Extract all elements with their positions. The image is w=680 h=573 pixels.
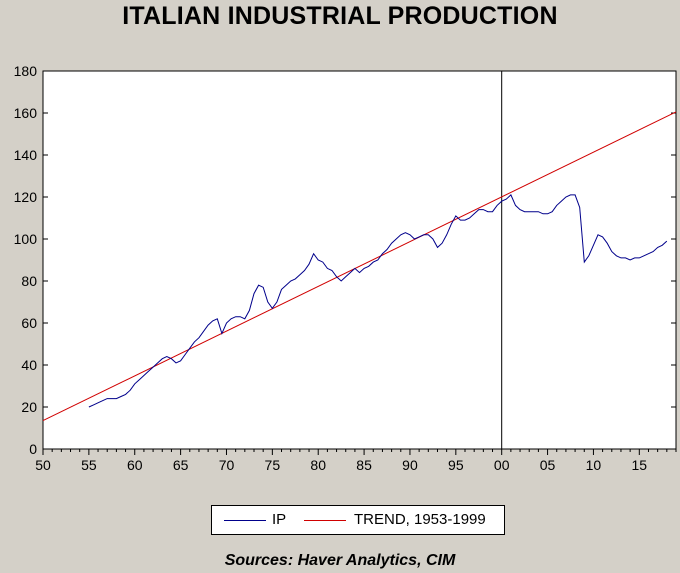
series-line-ip bbox=[88, 194, 668, 408]
x-tick-label: 00 bbox=[494, 457, 510, 473]
x-tick-label: 10 bbox=[586, 457, 602, 473]
y-tick-label: 120 bbox=[14, 189, 38, 205]
source-note: Sources: Haver Analytics, CIM bbox=[224, 552, 456, 569]
x-tick-label: 75 bbox=[265, 457, 281, 473]
legend-label-ip: IP bbox=[272, 511, 287, 528]
y-tick-label: 140 bbox=[14, 147, 38, 163]
series-line-trend bbox=[42, 111, 677, 422]
y-tick-label: 180 bbox=[14, 63, 38, 79]
x-tick-label: 50 bbox=[35, 457, 51, 473]
x-tick-label: 55 bbox=[81, 457, 97, 473]
x-tick-label: 70 bbox=[219, 457, 235, 473]
y-tick-label: 20 bbox=[21, 399, 37, 415]
y-tick-label: 160 bbox=[14, 105, 38, 121]
x-tick-label: 60 bbox=[127, 457, 143, 473]
y-tick-label: 0 bbox=[29, 441, 37, 457]
y-tick-label: 80 bbox=[21, 273, 37, 289]
x-tick-label: 90 bbox=[402, 457, 418, 473]
plot-area bbox=[42, 70, 677, 450]
x-tick-label: 65 bbox=[173, 457, 189, 473]
x-tick-label: 95 bbox=[448, 457, 464, 473]
chart-title: ITALIAN INDUSTRIAL PRODUCTION bbox=[122, 2, 558, 30]
legend: IP TREND, 1953-1999 bbox=[211, 505, 505, 535]
y-tick-label: 60 bbox=[21, 315, 37, 331]
x-tick-label: 85 bbox=[356, 457, 372, 473]
x-tick-label: 15 bbox=[632, 457, 648, 473]
line-chart: 0 20 40 60 80 100 120 140 160 180 50 55 60 65 70 75 80 85… bbox=[14, 63, 677, 473]
axis-ticks bbox=[42, 70, 677, 455]
legend-label-trend: TREND, 1953-1999 bbox=[354, 511, 486, 528]
legend-swatch-ip bbox=[224, 520, 266, 521]
y-tick-label: 100 bbox=[14, 231, 38, 247]
x-tick-label: 05 bbox=[540, 457, 556, 473]
x-tick-label: 80 bbox=[310, 457, 326, 473]
y-tick-label: 40 bbox=[21, 357, 37, 373]
legend-swatch-trend bbox=[304, 520, 346, 521]
tick-labels: 0 20 40 60 80 100 120 140 160 180 50 55 60 65 70 75 80 85… bbox=[14, 63, 648, 473]
